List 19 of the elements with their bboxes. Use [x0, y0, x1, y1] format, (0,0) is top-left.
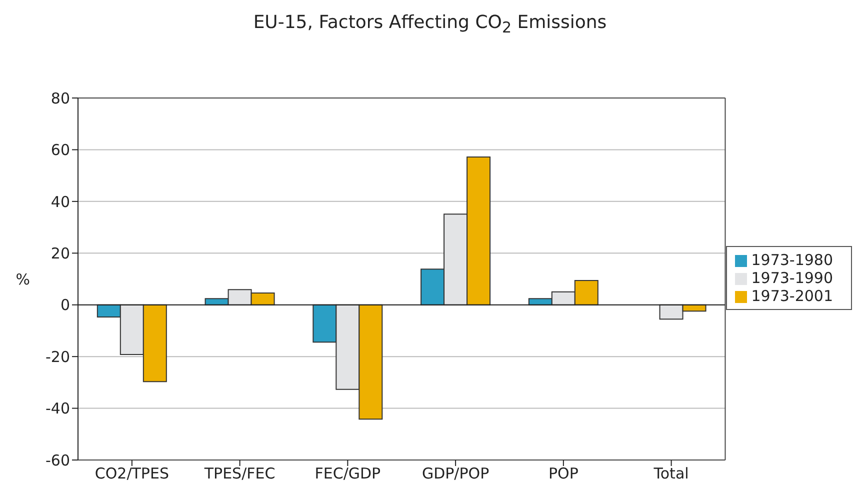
y-tick-label: -40: [46, 400, 70, 418]
y-tick-label: 20: [50, 244, 70, 262]
x-tick-label: POP: [548, 464, 578, 483]
legend-label: 1973-2001: [751, 287, 833, 305]
x-tick-label: GDP/POP: [422, 464, 490, 483]
y-tick-label: 0: [60, 296, 70, 314]
x-tick-label: Total: [652, 464, 689, 483]
y-axis-title: %: [16, 270, 30, 288]
legend-label: 1973-1980: [751, 251, 833, 269]
x-tick-label: TPES/FEC: [203, 464, 276, 483]
x-tick-label: CO2/TPES: [94, 464, 169, 483]
y-tick-label: 80: [50, 89, 70, 108]
y-tick-label: -60: [46, 451, 70, 470]
y-tick-label: 60: [50, 141, 70, 160]
legend-label: 1973-1990: [751, 269, 833, 287]
chart-title: EU-15, Factors Affecting CO$_{2}$ Emissions: [252, 11, 608, 39]
y-tick-label: 40: [50, 192, 70, 211]
x-tick-label: FEC/GDP: [314, 464, 381, 483]
y-tick-label: -20: [46, 348, 70, 366]
